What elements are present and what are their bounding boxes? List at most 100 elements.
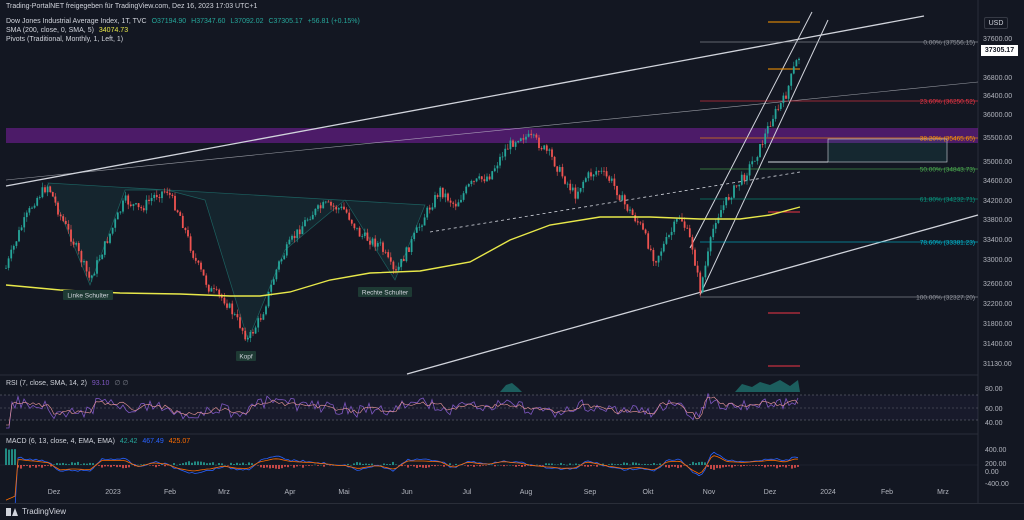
- macd-hist-bar: [8, 449, 10, 465]
- rally-channel-right[interactable]: [699, 19, 829, 296]
- candle-body: [298, 229, 301, 235]
- svg-text:200.00: 200.00: [985, 461, 1007, 468]
- symbol-name[interactable]: Dow Jones Industrial Average Index, 1T, …: [6, 18, 147, 25]
- macd-hist-bar: [752, 465, 754, 466]
- svg-text:0.00: 0.00: [985, 469, 999, 476]
- candle-body: [83, 261, 85, 263]
- macd-hist-bar: [641, 464, 643, 465]
- svg-text:36000.00: 36000.00: [983, 112, 1012, 119]
- tradingview-brand[interactable]: TradingView: [6, 507, 66, 516]
- rsi-axis[interactable]: 80.00 60.00 40.00: [985, 386, 1003, 427]
- candle-body: [371, 238, 374, 245]
- symbol-row[interactable]: Dow Jones Industrial Average Index, 1T, …: [6, 17, 360, 26]
- sma-legend-row[interactable]: SMA (200, close, 0, SMA, 5) 34074.73: [6, 26, 360, 35]
- fibonacci-retracement[interactable]: 0.00% (37556.15) 23.60% (36250.52) 38.20% …: [700, 40, 978, 302]
- macd-hist-bar: [347, 463, 349, 465]
- neckline[interactable]: [429, 171, 801, 233]
- candle-body: [140, 207, 143, 209]
- pivots-label[interactable]: Pivots (Traditional, Monthly, 1, Left, 1…: [6, 36, 124, 43]
- rally-channel-left[interactable]: [689, 11, 813, 249]
- macd-hist-bar: [419, 465, 421, 467]
- mid-trend-line[interactable]: [5, 81, 979, 181]
- macd-hist-bar: [746, 465, 748, 466]
- candle-body: [174, 195, 176, 211]
- candle-body: [647, 233, 650, 249]
- left-shoulder-label[interactable]: Linke Schulter: [63, 290, 113, 300]
- candle-body: [278, 261, 280, 270]
- candle-body: [51, 192, 54, 197]
- pivots-legend-row[interactable]: Pivots (Traditional, Monthly, 1, Left, 1…: [6, 35, 360, 44]
- high-value: H37347.60: [191, 18, 226, 25]
- rsi-sma-line[interactable]: [6, 396, 799, 426]
- macd-hist-bar: [455, 463, 457, 465]
- candle-body: [584, 178, 587, 182]
- candle-body: [564, 176, 566, 184]
- svg-text:33400.00: 33400.00: [983, 237, 1012, 244]
- candle-body: [618, 195, 621, 201]
- macd-hist-bar: [329, 465, 331, 466]
- rsi-label[interactable]: RSI (7, close, SMA, 14, 2): [6, 380, 87, 387]
- currency-selector[interactable]: USD: [984, 17, 1008, 29]
- candle-body: [413, 232, 416, 240]
- sma-200-line[interactable]: [5, 206, 801, 297]
- svg-text:Jul: Jul: [463, 489, 472, 496]
- candle-body: [694, 249, 696, 266]
- candle-body: [486, 176, 488, 182]
- macd-hist-bar: [218, 463, 220, 465]
- macd-signal-line[interactable]: [5, 455, 799, 501]
- lower-channel-line[interactable]: [406, 214, 979, 375]
- candle-body: [421, 225, 423, 227]
- macd-hist-bar: [251, 463, 253, 465]
- macd-value: 467.49: [142, 438, 164, 445]
- macd-hist-bar: [182, 463, 184, 465]
- macd-axis[interactable]: 400.00 200.00 0.00 -400.00: [985, 447, 1009, 488]
- candle-body: [288, 239, 291, 245]
- macd-hist-bar: [770, 465, 772, 467]
- macd-hist-bar: [92, 463, 94, 465]
- macd-hist-bar: [110, 465, 112, 468]
- candle-body: [23, 217, 26, 228]
- candle-body: [233, 314, 236, 315]
- macd-hist-bar: [713, 465, 715, 470]
- candle-body: [670, 231, 673, 236]
- macd-hist-bar: [350, 464, 352, 466]
- resistance-zone[interactable]: [6, 128, 978, 143]
- svg-text:80.00: 80.00: [985, 386, 1003, 393]
- macd-hist-bar: [710, 465, 712, 469]
- candle-body: [402, 258, 405, 262]
- sma-label[interactable]: SMA (200, close, 0, SMA, 5): [6, 27, 94, 34]
- macd-hist-bar: [566, 464, 568, 466]
- target-box[interactable]: [827, 138, 948, 163]
- time-axis[interactable]: Dez 2023 Feb Mrz Apr Mai Jun Jul Aug Sep…: [48, 489, 950, 496]
- candle-body: [681, 217, 683, 222]
- head-label[interactable]: Kopf: [236, 351, 256, 361]
- macd-hist-bar: [104, 465, 106, 467]
- candle-body: [769, 126, 772, 127]
- candle-body: [98, 259, 101, 261]
- candle-body: [447, 193, 449, 201]
- candle-body: [590, 172, 592, 177]
- macd-hist-bar: [764, 465, 766, 468]
- right-shoulder-label[interactable]: Rechte Schulter: [358, 287, 412, 297]
- chart-legend[interactable]: Dow Jones Industrial Average Index, 1T, …: [6, 17, 360, 44]
- macd-hist-bar: [686, 465, 688, 466]
- macd-hist-bar: [446, 465, 448, 466]
- price-axis[interactable]: 37600.00 36800.00 36400.00 36000.00 3550…: [983, 36, 1012, 368]
- macd-hist-bar: [773, 465, 775, 467]
- macd-legend[interactable]: MACD (6, 13, close, 4, EMA, EMA) 42.42 4…: [6, 438, 190, 445]
- macd-hist-bar: [452, 465, 454, 466]
- candle-body: [738, 184, 741, 187]
- macd-hist-bar: [299, 465, 301, 466]
- candle-body: [491, 171, 494, 180]
- macd-hist-bar: [404, 465, 406, 466]
- rsi-legend[interactable]: RSI (7, close, SMA, 14, 2) 93.10 ∅ ∅: [6, 379, 129, 387]
- macd-label[interactable]: MACD (6, 13, close, 4, EMA, EMA): [6, 438, 115, 445]
- candle-body: [400, 258, 403, 267]
- macd-hist-bar: [602, 463, 604, 465]
- candle-body: [228, 303, 231, 308]
- upper-channel-line[interactable]: [5, 15, 925, 187]
- svg-text:31130.00: 31130.00: [983, 361, 1012, 368]
- macd-hist-bar: [623, 462, 625, 465]
- macd-hist-bar: [689, 464, 691, 465]
